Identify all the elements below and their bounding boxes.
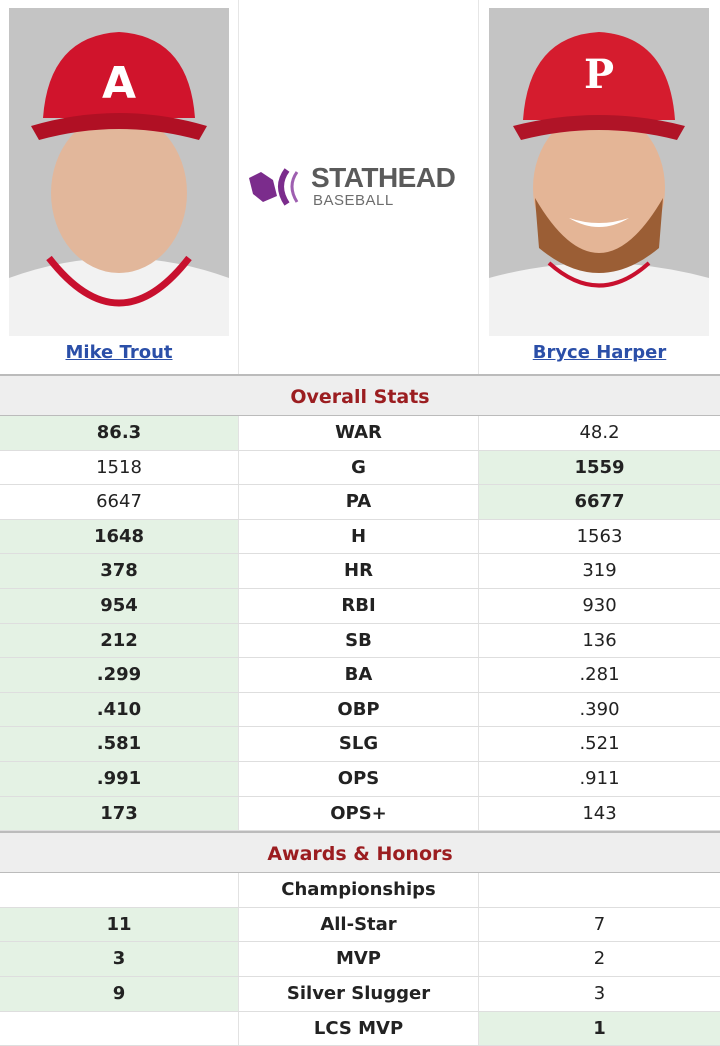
comparison-header: A Mike Trout STATHEAD BASEBALL [0,0,720,374]
award-silver-slugger-left-value: 9 [0,977,238,1011]
svg-text:P: P [584,51,614,98]
logo-line1: STATHEAD [311,162,455,194]
overall-stat-pa-label: PA [238,485,479,519]
award-lcs-mvp-label: LCS MVP [238,1012,479,1046]
overall-stat-slg-left-value: .581 [0,727,238,761]
overall-stat-ops-label: OPS+ [238,797,479,831]
award-mvp-right-value: 2 [479,942,720,976]
overall-stat-slg-label: SLG [238,727,479,761]
overall-stat-ops-right-value: .911 [479,762,720,796]
overall-stats-title: Overall Stats [0,374,720,416]
overall-stat-ba-right-value: .281 [479,658,720,692]
logo-column: STATHEAD BASEBALL [238,0,479,374]
logo-line2: BASEBALL [313,192,394,209]
overall-stat-h-label: H [238,520,479,554]
overall-stat-rbi-left-value: 954 [0,589,238,623]
overall-stat-ops-left-value: 173 [0,797,238,831]
overall-stat-ba-label: BA [238,658,479,692]
overall-stat-ops-right-value: 143 [479,797,720,831]
right-player-photo: P [489,8,709,336]
right-player-column: P Bryce Harper [479,0,720,374]
award-mvp-left-value: 3 [0,942,238,976]
award-mvp-label: MVP [238,942,479,976]
left-player-column: A Mike Trout [0,0,238,374]
overall-stat-g-right-value: 1559 [479,451,720,485]
overall-stat-ops-left-value: .991 [0,762,238,796]
award-all-star-right-value: 7 [479,908,720,942]
stathead-baseball-logo[interactable]: STATHEAD BASEBALL [247,162,472,212]
overall-stat-slg-right-value: .521 [479,727,720,761]
overall-stat-obp-label: OBP [238,693,479,727]
award-silver-slugger-right-value: 3 [479,977,720,1011]
stathead-logo-icon [247,164,307,210]
overall-stat-sb-left-value: 212 [0,624,238,658]
right-player-link[interactable]: Bryce Harper [479,342,720,363]
overall-stat-pa-right-value: 6677 [479,485,720,519]
left-player-photo: A [9,8,229,336]
overall-stat-rbi-label: RBI [238,589,479,623]
left-player-link[interactable]: Mike Trout [0,342,238,363]
award-all-star-left-value: 11 [0,908,238,942]
overall-stat-war-right-value: 48.2 [479,416,720,450]
championships-row: Championships [0,873,720,908]
overall-stat-ops-label: OPS [238,762,479,796]
award-silver-slugger-label: Silver Slugger [238,977,479,1011]
overall-stat-obp-left-value: .410 [0,693,238,727]
overall-stat-hr-right-value: 319 [479,554,720,588]
overall-stat-sb-right-value: 136 [479,624,720,658]
overall-stat-sb-label: SB [238,624,479,658]
award-lcs-mvp-right-value: 1 [479,1012,720,1046]
overall-stat-war-left-value: 86.3 [0,416,238,450]
svg-text:A: A [102,58,136,109]
overall-stat-rbi-right-value: 930 [479,589,720,623]
overall-stat-g-label: G [238,451,479,485]
overall-stat-hr-label: HR [238,554,479,588]
overall-stat-pa-left-value: 6647 [0,485,238,519]
overall-stat-obp-right-value: .390 [479,693,720,727]
overall-stat-h-right-value: 1563 [479,520,720,554]
award-lcs-mvp-left-value [0,1012,238,1046]
award-all-star-label: All-Star [238,908,479,942]
overall-stat-war-label: WAR [238,416,479,450]
championships-left-cell [0,873,238,907]
championships-right-cell [479,873,720,907]
overall-stat-ba-left-value: .299 [0,658,238,692]
awards-title: Awards & Honors [0,831,720,873]
championships-label: Championships [238,873,479,907]
overall-stat-hr-left-value: 378 [0,554,238,588]
overall-stat-h-left-value: 1648 [0,520,238,554]
overall-stat-g-left-value: 1518 [0,451,238,485]
